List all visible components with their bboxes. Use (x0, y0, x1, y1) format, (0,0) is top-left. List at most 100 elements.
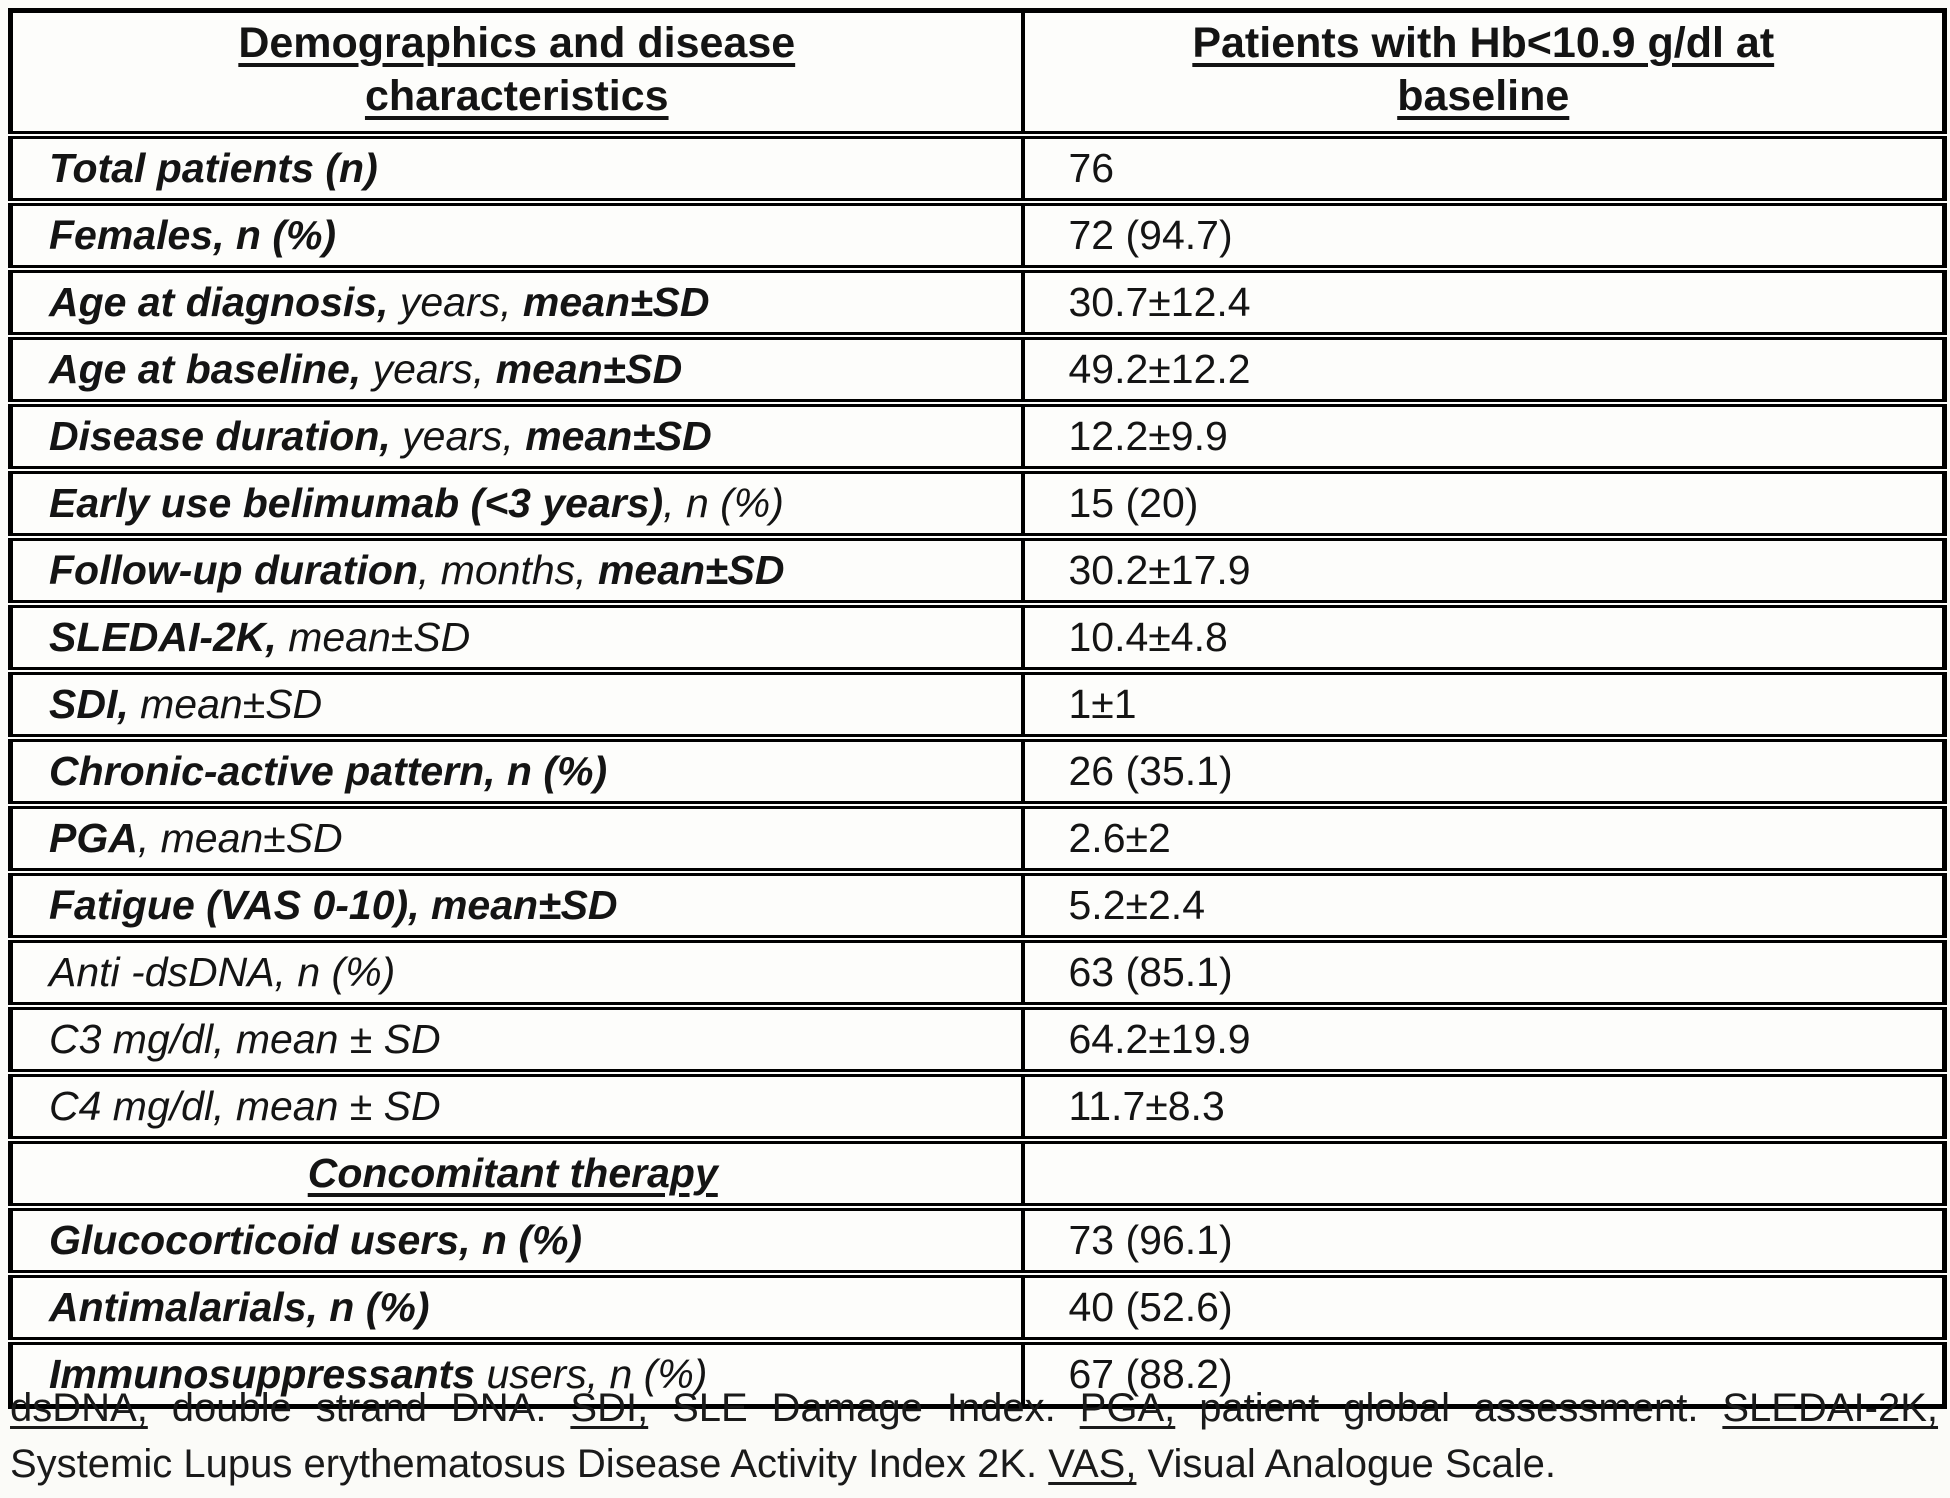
table-row: SLEDAI-2K, mean±SD 10.4±4.8 (8, 600, 1947, 671)
label-segment: Follow-up duration (49, 547, 418, 593)
footnote: dsDNA, double strand DNA. SDI, SLE Damag… (10, 1380, 1938, 1492)
row-label-cell: PGA, mean±SD (8, 801, 1025, 872)
row-value-cell: 26 (35.1) (1020, 734, 1947, 805)
row-value-cell: 5.2±2.4 (1020, 868, 1947, 939)
label-segment: C4 mg/dl, mean ± SD (49, 1083, 441, 1129)
table-row: Follow-up duration, months, mean±SD 30.2±… (8, 533, 1947, 604)
row-label-cell: C4 mg/dl, mean ± SD (8, 1069, 1025, 1140)
row-value-cell: 12.2±9.9 (1020, 399, 1947, 470)
label-segment: Anti -dsDNA, n (%) (49, 949, 396, 995)
table-row: SDI, mean±SD 1±1 (8, 667, 1947, 738)
row-label-cell: Early use belimumab (<3 years), n (%) (8, 466, 1025, 537)
row-label-cell: C3 mg/dl, mean ± SD (8, 1002, 1025, 1073)
label-segment: C3 mg/dl, mean ± SD (49, 1016, 441, 1062)
label-segment: mean±SD (128, 681, 323, 727)
label-segment: SLEDAI-2K, (49, 614, 277, 660)
row-value-cell: 72 (94.7) (1020, 198, 1947, 269)
table-row: Disease duration, years, mean±SD 12.2±9.9 (8, 399, 1947, 470)
row-label-cell: Antimalarials, n (%) (8, 1270, 1025, 1341)
table-row: Total patients (n) 76 (8, 131, 1947, 202)
label-segment: Disease duration, (49, 413, 391, 459)
row-value-cell: 30.7±12.4 (1020, 265, 1947, 336)
label-segment: SDI, (49, 681, 129, 727)
header-patients-hb-baseline: Patients with Hb<10.9 g/dl at baseline (1020, 10, 1947, 135)
row-value-cell: 10.4±4.8 (1020, 600, 1947, 671)
label-segment: Glucocorticoid users, n (%) (49, 1217, 583, 1263)
footnote-text: SLE Damage Index. (648, 1386, 1080, 1430)
label-segment: Total patients (n) (49, 145, 378, 191)
header-title-line: characteristics (364, 72, 669, 120)
footnote-text: Systemic Lupus erythematosus Disease Act… (10, 1442, 1049, 1486)
label-segment: users, n (%) (475, 1351, 708, 1397)
header-title-line: Patients with Hb<10.9 g/dl at (1192, 19, 1775, 67)
table-row: Age at baseline, years, mean±SD 49.2±12.2 (8, 332, 1947, 403)
row-label-cell: Follow-up duration, months, mean±SD (8, 533, 1025, 604)
footnote-abbreviation: dsDNA, (10, 1386, 148, 1430)
row-value-cell (1020, 1136, 1947, 1207)
table-row: Concomitant therapy (8, 1136, 1947, 1207)
table-body: Total patients (n) 76 Females, n (%) 72 (94… (8, 131, 1947, 1407)
footnote-text: Visual Analogue Scale. (1136, 1442, 1557, 1486)
row-value-cell: 30.2±17.9 (1020, 533, 1947, 604)
row-value-cell: 11.7±8.3 (1020, 1069, 1947, 1140)
row-label-cell: Disease duration, years, mean±SD (8, 399, 1025, 470)
footnote-abbreviation: PGA, (1079, 1386, 1176, 1430)
table-row: Immunosuppressants users, n (%) 67 (88.2) (8, 1337, 1947, 1407)
row-label-cell: Chronic-active pattern, n (%) (8, 734, 1025, 805)
footnote-abbreviation: VAS, (1048, 1442, 1137, 1486)
row-label-cell: Anti -dsDNA, n (%) (8, 935, 1025, 1006)
table-row: Chronic-active pattern, n (%) 26 (35.1) (8, 734, 1947, 805)
label-segment: Age at baseline, (49, 346, 362, 392)
label-segment: Fatigue (VAS 0-10), mean±SD (49, 882, 618, 928)
label-segment: PGA (49, 815, 138, 861)
table-row: Age at diagnosis, years, mean±SD 30.7±12.… (8, 265, 1947, 336)
header-row: Demographics and disease characteristics… (8, 10, 1947, 135)
table-row: Glucocorticoid users, n (%) 73 (96.1) (8, 1203, 1947, 1274)
header-demographics-characteristics: Demographics and disease characteristics (8, 10, 1025, 135)
table-header: Demographics and disease characteristics… (8, 10, 1947, 135)
row-label-cell: Glucocorticoid users, n (%) (8, 1203, 1025, 1274)
footnote-line-1: dsDNA, double strand DNA. SDI, SLE Damag… (10, 1380, 1938, 1436)
label-segment: Immunosuppressants (49, 1351, 476, 1397)
label-segment: , mean±SD (137, 815, 343, 861)
row-label-cell: Concomitant therapy (8, 1136, 1025, 1207)
label-segment: years, (388, 279, 512, 325)
label-segment: Concomitant therapy (307, 1150, 718, 1196)
table-row: Early use belimumab (<3 years), n (%) 15 … (8, 466, 1947, 537)
row-value-cell: 63 (85.1) (1020, 935, 1947, 1006)
header-title-line: baseline (1397, 72, 1570, 120)
label-segment: years, (361, 346, 485, 392)
row-label-cell: Females, n (%) (8, 198, 1025, 269)
footnote-text: double strand DNA. (147, 1386, 571, 1430)
header-title-line: Demographics and disease (238, 19, 796, 67)
label-segment: Age at diagnosis, (49, 279, 389, 325)
row-label-cell: SLEDAI-2K, mean±SD (8, 600, 1025, 671)
row-label-cell: Age at baseline, years, mean±SD (8, 332, 1025, 403)
table-row: Anti -dsDNA, n (%) 63 (85.1) (8, 935, 1947, 1006)
label-segment: Chronic-active pattern, n (%) (49, 748, 608, 794)
label-segment: years, (390, 413, 514, 459)
footnote-abbreviation: SDI, (570, 1386, 649, 1430)
row-label-cell: SDI, mean±SD (8, 667, 1025, 738)
footnote-line-2: Systemic Lupus erythematosus Disease Act… (10, 1436, 1938, 1492)
footnote-text: patient global assessment. (1175, 1386, 1723, 1430)
table-row: Antimalarials, n (%) 40 (52.6) (8, 1270, 1947, 1341)
row-label-cell: Fatigue (VAS 0-10), mean±SD (8, 868, 1025, 939)
label-segment: Early use belimumab (<3 years) (49, 480, 664, 526)
footnote-abbreviation: SLEDAI-2K, (1722, 1386, 1939, 1430)
row-value-cell: 64.2±19.9 (1020, 1002, 1947, 1073)
row-value-cell: 1±1 (1020, 667, 1947, 738)
row-label-cell: Age at diagnosis, years, mean±SD (8, 265, 1025, 336)
table-row: C3 mg/dl, mean ± SD 64.2±19.9 (8, 1002, 1947, 1073)
label-segment: mean±SD (513, 413, 712, 459)
row-value-cell: 15 (20) (1020, 466, 1947, 537)
label-segment: mean±SD (586, 547, 785, 593)
table-row: C4 mg/dl, mean ± SD 11.7±8.3 (8, 1069, 1947, 1140)
row-value-cell: 76 (1020, 131, 1947, 202)
row-value-cell: 2.6±2 (1020, 801, 1947, 872)
label-segment: mean±SD (276, 614, 471, 660)
row-label-cell: Total patients (n) (8, 131, 1025, 202)
row-value-cell: 67 (88.2) (1020, 1337, 1947, 1407)
table-row: Females, n (%) 72 (94.7) (8, 198, 1947, 269)
label-segment: mean±SD (511, 279, 710, 325)
